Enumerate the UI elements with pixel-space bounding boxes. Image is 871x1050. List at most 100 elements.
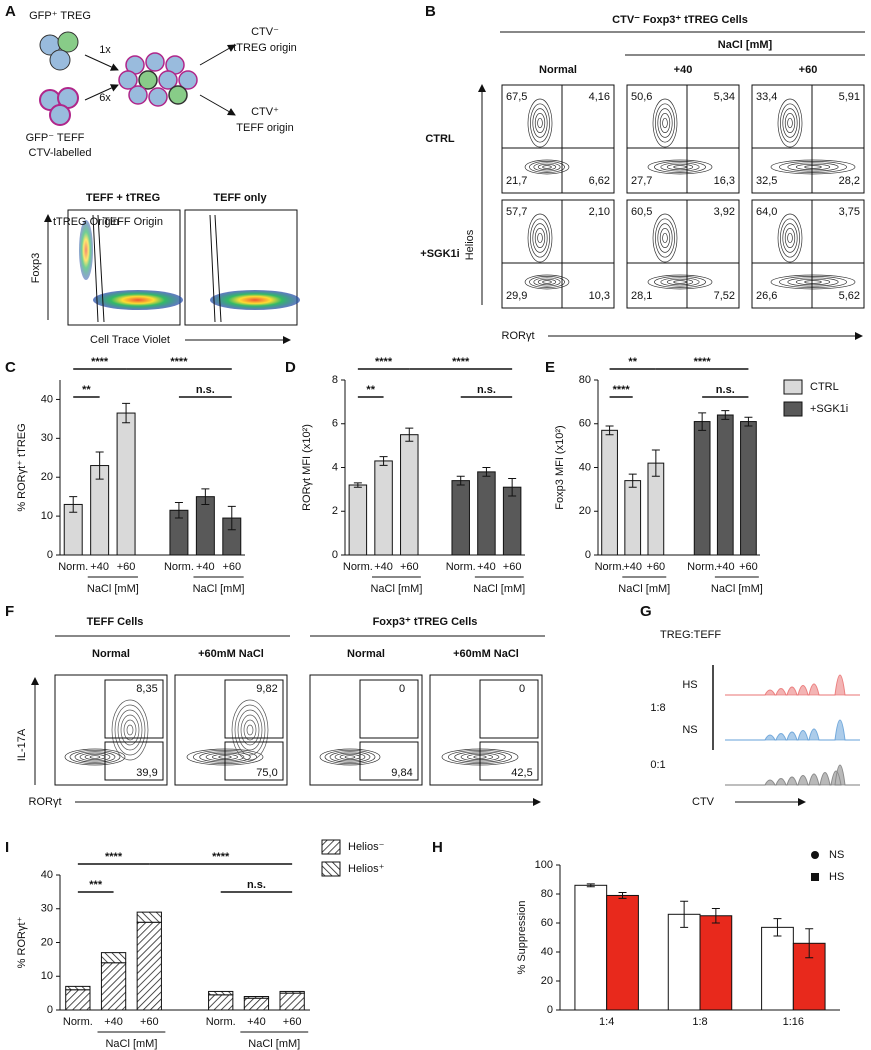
label: +60 xyxy=(799,64,818,76)
significance-label: **** xyxy=(375,356,393,368)
quadrant-value: 32,5 xyxy=(756,175,777,187)
y-tick-label: 20 xyxy=(579,505,591,517)
contour xyxy=(662,232,668,244)
group-label: NaCl [mM] xyxy=(370,583,422,595)
contour xyxy=(659,113,671,133)
label: Normal xyxy=(539,64,577,76)
bar xyxy=(400,434,419,556)
panel-letter: G xyxy=(640,603,652,620)
bar xyxy=(136,921,162,1011)
contour xyxy=(652,213,678,263)
quadrant-value: 3,75 xyxy=(839,206,860,218)
x-tick-label: Norm. xyxy=(446,561,476,573)
contour xyxy=(542,165,552,169)
group-label: NaCl [mM] xyxy=(618,583,670,595)
error-bar xyxy=(482,467,491,477)
bar xyxy=(647,462,665,556)
panel-letter: B xyxy=(425,3,436,20)
bar xyxy=(502,486,522,556)
label: NaCl [mM] xyxy=(718,39,773,51)
cell xyxy=(148,87,168,107)
error-bar xyxy=(698,412,707,431)
x-tick-label: Norm. xyxy=(595,561,625,573)
quadrant-value: 27,7 xyxy=(631,175,652,187)
label: TEFF Cells xyxy=(87,616,144,628)
label: TREG:TEFF xyxy=(660,629,721,641)
error-bar xyxy=(69,496,78,513)
contour-plot-frame xyxy=(501,84,615,194)
contour xyxy=(782,108,798,138)
quadrant-value: 5,62 xyxy=(839,290,860,302)
x-tick-label: Norm. xyxy=(343,561,373,573)
arrow xyxy=(199,44,236,66)
significance-label: **** xyxy=(212,851,230,863)
x-tick-label: +60 xyxy=(140,1016,159,1028)
label: Foxp3 xyxy=(30,253,42,284)
cell xyxy=(118,70,138,90)
contour xyxy=(654,161,706,173)
contour xyxy=(787,277,839,287)
y-tick-label: 100 xyxy=(535,859,553,871)
contour xyxy=(234,704,266,756)
y-tick-label: 30 xyxy=(41,903,53,915)
y-tick-label: 40 xyxy=(579,461,591,473)
legend-swatch xyxy=(321,861,341,877)
contour xyxy=(537,163,557,171)
group-label: NaCl [mM] xyxy=(711,583,763,595)
panel-letter: E xyxy=(545,359,555,376)
legend-label: Helios⁺ xyxy=(348,863,385,875)
cell xyxy=(158,70,178,90)
contour xyxy=(74,751,116,763)
bar xyxy=(100,962,127,1011)
contour xyxy=(777,213,803,263)
bar xyxy=(208,990,234,996)
quadrant-value: 4,16 xyxy=(589,91,610,103)
y-tick-label: 0 xyxy=(332,549,338,561)
quadrant-value: 21,7 xyxy=(506,175,527,187)
contour xyxy=(527,213,553,263)
y-tick-label: 4 xyxy=(332,461,338,473)
contour xyxy=(123,719,137,741)
contour xyxy=(237,709,263,751)
contour xyxy=(530,218,550,258)
group-label: NaCl [mM] xyxy=(87,583,139,595)
x-tick-label: +40 xyxy=(196,561,215,573)
legend-label: HS xyxy=(829,871,844,883)
x-tick-label: +40 xyxy=(374,561,393,573)
density xyxy=(79,220,93,280)
contour xyxy=(795,163,831,171)
group-label: NaCl [mM] xyxy=(473,583,525,595)
label: GFP⁻ TEFF xyxy=(26,132,85,144)
gate-value: 0 xyxy=(519,683,525,695)
contour xyxy=(655,218,675,258)
significance-label: **** xyxy=(452,356,470,368)
gate xyxy=(104,679,164,739)
contour xyxy=(533,162,561,172)
contour xyxy=(524,159,570,175)
x-tick-label: Norm. xyxy=(63,1016,93,1028)
gate xyxy=(479,679,539,739)
y-tick-label: 0 xyxy=(547,1004,553,1016)
bar xyxy=(243,996,270,999)
contour xyxy=(344,755,356,759)
quadrant-value: 2,10 xyxy=(589,206,610,218)
histogram xyxy=(725,719,860,741)
contour xyxy=(784,228,796,248)
error-bar xyxy=(618,892,627,899)
contour xyxy=(79,752,111,762)
contour xyxy=(529,276,565,288)
bar xyxy=(116,412,136,556)
label: tTREG origin xyxy=(233,42,297,54)
contour xyxy=(117,709,143,751)
bar xyxy=(624,480,642,556)
error-bar xyxy=(744,416,753,427)
contour xyxy=(524,274,570,290)
contour xyxy=(673,280,687,284)
y-tick-label: 10 xyxy=(41,510,53,522)
x-tick-label: +40 xyxy=(104,1016,123,1028)
x-tick-label: +40 xyxy=(623,561,642,573)
quadrant-value: 57,7 xyxy=(506,206,527,218)
contour xyxy=(537,278,557,286)
contour xyxy=(804,165,822,169)
contour-plot-frame xyxy=(501,199,615,309)
